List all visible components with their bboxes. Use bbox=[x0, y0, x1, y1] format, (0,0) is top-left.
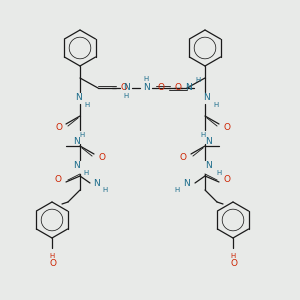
Text: O: O bbox=[224, 176, 230, 184]
Text: O: O bbox=[55, 176, 62, 184]
Text: N: N bbox=[205, 137, 212, 146]
Text: H: H bbox=[123, 93, 129, 99]
Text: O: O bbox=[230, 260, 238, 268]
Text: H: H bbox=[143, 76, 148, 82]
Text: H: H bbox=[216, 170, 222, 176]
Text: N: N bbox=[94, 178, 100, 188]
Text: O: O bbox=[50, 260, 56, 268]
Text: O: O bbox=[224, 124, 230, 133]
Text: N: N bbox=[184, 178, 190, 188]
Text: O: O bbox=[158, 82, 164, 91]
Text: O: O bbox=[175, 82, 182, 91]
Text: H: H bbox=[50, 253, 55, 259]
Text: H: H bbox=[174, 187, 180, 193]
Text: N: N bbox=[142, 82, 149, 91]
Text: N: N bbox=[73, 161, 80, 170]
Text: N: N bbox=[204, 94, 210, 103]
Text: O: O bbox=[98, 152, 106, 161]
Text: N: N bbox=[74, 137, 80, 146]
Text: H: H bbox=[83, 170, 88, 176]
Text: H: H bbox=[200, 132, 206, 138]
Text: H: H bbox=[84, 102, 90, 108]
Text: H: H bbox=[230, 253, 236, 259]
Text: N: N bbox=[184, 82, 191, 91]
Text: N: N bbox=[206, 161, 212, 170]
Text: H: H bbox=[195, 77, 201, 83]
Text: O: O bbox=[56, 124, 62, 133]
Text: O: O bbox=[179, 152, 187, 161]
Text: H: H bbox=[102, 187, 108, 193]
Text: N: N bbox=[75, 94, 81, 103]
Text: N: N bbox=[123, 82, 129, 91]
Text: O: O bbox=[121, 82, 128, 91]
Text: H: H bbox=[213, 102, 219, 108]
Text: H: H bbox=[80, 132, 85, 138]
